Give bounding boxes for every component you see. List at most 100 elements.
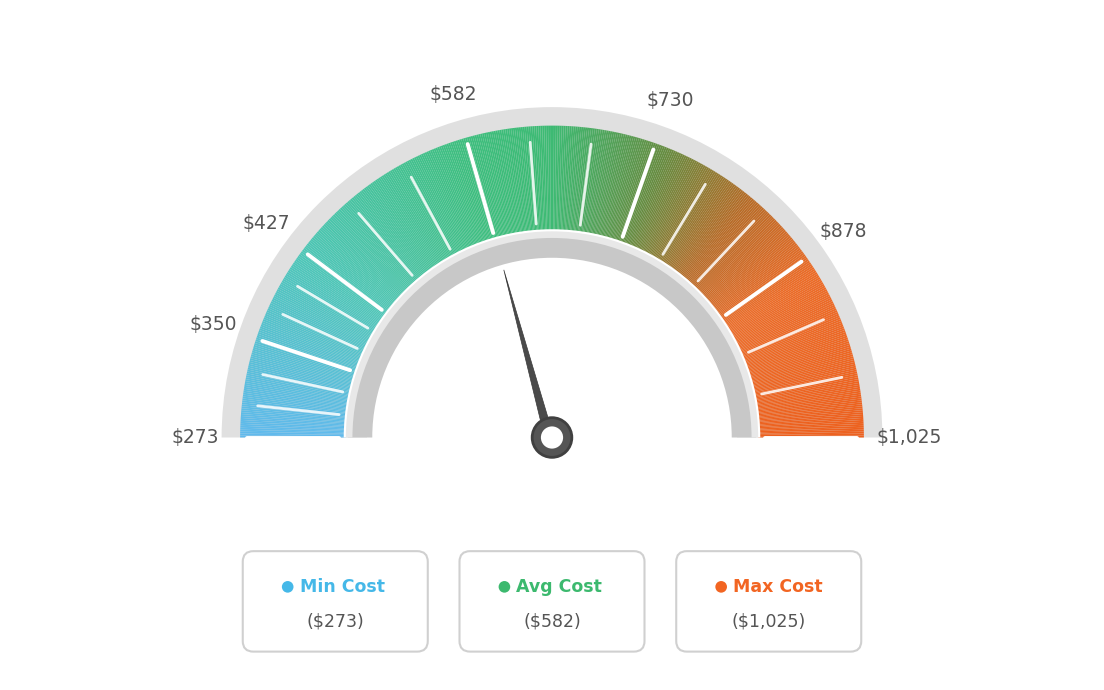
Wedge shape [672,184,735,270]
Wedge shape [701,223,779,297]
Wedge shape [317,231,397,302]
Wedge shape [241,416,347,424]
Wedge shape [755,387,860,405]
Wedge shape [646,159,696,255]
Wedge shape [248,366,351,391]
Wedge shape [369,184,432,270]
FancyBboxPatch shape [243,551,427,651]
Wedge shape [605,136,634,239]
Wedge shape [247,368,351,393]
Wedge shape [584,130,603,234]
Wedge shape [550,126,552,231]
Wedge shape [752,362,854,388]
Wedge shape [741,314,839,357]
Wedge shape [511,128,527,233]
Wedge shape [308,241,392,309]
Wedge shape [757,408,862,420]
Wedge shape [678,191,745,275]
Wedge shape [299,253,386,316]
Wedge shape [756,393,861,409]
Wedge shape [297,256,384,318]
Wedge shape [432,149,474,247]
Wedge shape [752,360,854,388]
Wedge shape [741,312,838,355]
Wedge shape [677,188,742,274]
Wedge shape [561,126,567,232]
Wedge shape [300,251,386,315]
Wedge shape [283,279,374,334]
Wedge shape [241,430,346,433]
Wedge shape [480,134,506,237]
Wedge shape [626,146,665,246]
Wedge shape [275,293,370,343]
Wedge shape [636,153,681,250]
Wedge shape [276,290,370,342]
Wedge shape [255,339,357,374]
Wedge shape [296,257,384,319]
Wedge shape [408,159,458,255]
Wedge shape [735,294,830,344]
Wedge shape [755,383,859,403]
Wedge shape [446,144,484,244]
Circle shape [499,581,510,593]
Wedge shape [719,254,806,317]
Wedge shape [613,139,647,241]
Wedge shape [288,270,378,328]
Wedge shape [576,128,591,233]
Wedge shape [754,371,857,395]
Wedge shape [372,181,434,269]
Wedge shape [370,183,433,270]
Wedge shape [293,262,382,323]
Wedge shape [732,284,825,337]
Wedge shape [710,237,793,306]
Wedge shape [322,226,401,298]
Wedge shape [638,155,684,251]
Wedge shape [242,400,348,414]
Wedge shape [756,391,861,408]
Wedge shape [745,328,845,366]
Wedge shape [346,231,758,437]
Wedge shape [361,190,426,275]
Wedge shape [752,364,856,390]
Wedge shape [311,237,394,306]
Wedge shape [666,177,725,266]
Wedge shape [728,274,818,331]
Wedge shape [744,323,842,363]
Wedge shape [416,156,463,252]
Wedge shape [417,155,464,252]
Wedge shape [246,375,350,397]
Wedge shape [396,166,450,259]
Text: $350: $350 [190,315,237,334]
Wedge shape [386,172,444,263]
Wedge shape [705,228,785,300]
Wedge shape [343,205,415,284]
Wedge shape [256,337,357,373]
Wedge shape [346,231,758,437]
Wedge shape [532,126,540,232]
Wedge shape [423,153,468,250]
Wedge shape [428,150,471,248]
Wedge shape [348,201,417,282]
Wedge shape [588,130,608,235]
Wedge shape [755,385,860,404]
Wedge shape [359,191,426,275]
Wedge shape [382,175,440,265]
Wedge shape [486,132,510,236]
Wedge shape [673,185,736,271]
Wedge shape [241,418,347,426]
Wedge shape [688,202,758,283]
Wedge shape [754,373,858,396]
Wedge shape [667,179,728,267]
Circle shape [282,581,294,593]
Wedge shape [340,208,413,286]
Wedge shape [467,137,497,239]
Wedge shape [698,217,774,293]
Wedge shape [280,282,373,336]
Wedge shape [341,206,414,286]
Circle shape [715,581,726,593]
Wedge shape [269,303,367,350]
Wedge shape [390,170,446,262]
Wedge shape [488,132,511,236]
Wedge shape [633,150,676,248]
Wedge shape [248,364,352,390]
